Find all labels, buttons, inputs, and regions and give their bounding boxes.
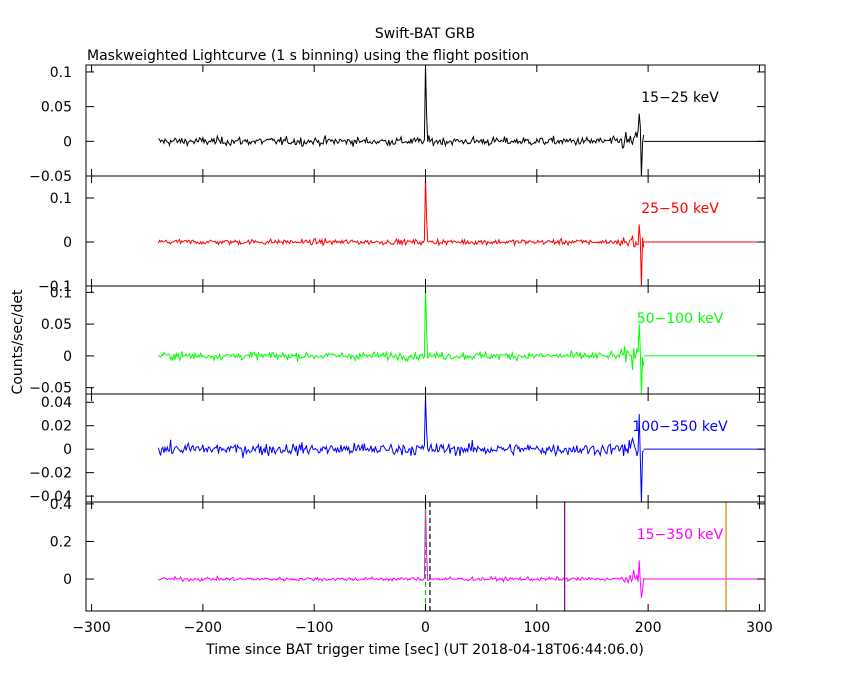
panel-2: −0.05 0 0.05 0.1 50−100 keV <box>29 285 766 397</box>
y-tick-label: 0 <box>63 349 72 365</box>
band-label: 50−100 keV <box>637 311 724 327</box>
y-tick-label: −0.04 <box>29 489 72 505</box>
y-tick-label: 0.1 <box>50 191 72 207</box>
band-label: 25−50 keV <box>641 201 719 217</box>
y-tick-label: 0.02 <box>41 419 72 435</box>
x-tick-label: 100 <box>523 620 550 636</box>
y-tick-label: 0.05 <box>41 100 72 116</box>
panel-0: −0.05 0 0.05 0.1 15−25 keV <box>29 64 766 185</box>
y-tick-label: 0 <box>63 134 72 150</box>
y-tick-label: 0.04 <box>41 395 72 411</box>
panel-3: −0.04 −0.02 0 0.02 0.04 100−350 keV <box>29 393 766 505</box>
band-label: 15−350 keV <box>637 527 724 543</box>
y-tick-label: −0.05 <box>29 169 72 185</box>
series-line <box>158 64 645 177</box>
x-tick-label: −100 <box>295 620 333 636</box>
y-tick-label: 0 <box>63 235 72 251</box>
x-tick-label: −300 <box>72 620 110 636</box>
x-tick-label: 0 <box>421 620 430 636</box>
series-line <box>157 395 645 503</box>
series-line <box>158 501 645 598</box>
y-tick-label: 0.05 <box>41 317 72 333</box>
chart-title: Swift-BAT GRB <box>375 26 475 42</box>
band-label: 15−25 keV <box>641 90 719 106</box>
x-tick-label: 300 <box>746 620 773 636</box>
x-axis-label: Time since BAT trigger time [sec] (UT 20… <box>205 642 644 658</box>
y-tick-label: 0.1 <box>50 285 72 301</box>
panel-1: −0.1 0 0.1 25−50 keV <box>38 175 766 295</box>
y-tick-label: 0.1 <box>50 65 72 81</box>
y-tick-label: −0.02 <box>29 466 72 482</box>
y-tick-label: 0.4 <box>50 497 72 513</box>
band-label: 100−350 keV <box>632 419 728 435</box>
y-tick-label: −0.1 <box>38 279 72 295</box>
y-tick-label: −0.05 <box>29 381 72 397</box>
x-tick-label: −200 <box>184 620 222 636</box>
x-tick-labels: −300 −200 −100 0 100 200 300 <box>72 620 772 636</box>
series-line <box>157 175 645 287</box>
chart-subtitle: Maskweighted Lightcurve (1 s binning) us… <box>87 48 529 64</box>
y-tick-label: 0.2 <box>50 534 72 550</box>
y-tick-label: 0 <box>63 572 72 588</box>
panel-4: 0 0.2 0.4 15−350 keV <box>50 497 766 612</box>
y-tick-label: 0 <box>63 442 72 458</box>
x-tick-label: 200 <box>635 620 662 636</box>
series-line <box>158 285 645 395</box>
y-axis-label: Counts/sec/det <box>10 289 26 394</box>
